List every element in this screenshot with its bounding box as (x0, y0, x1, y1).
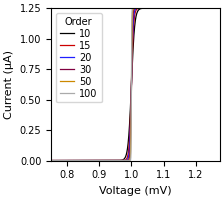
10 (215, 7, 218, 9)
30 (79, 159, 82, 162)
15 (79, 159, 82, 162)
50 (197, 7, 200, 9)
10 (218, 7, 221, 9)
30 (197, 7, 200, 9)
100 (79, 159, 82, 162)
Y-axis label: Current (μA): Current (μA) (4, 50, 14, 119)
20 (79, 159, 82, 162)
15 (170, 7, 172, 9)
15 (122, 159, 125, 162)
Line: 20: 20 (51, 8, 220, 161)
50 (142, 7, 144, 9)
20 (218, 7, 221, 9)
20 (160, 7, 162, 9)
20 (215, 7, 218, 9)
10 (50, 159, 52, 162)
10 (122, 159, 125, 161)
20 (197, 7, 200, 9)
20 (50, 159, 52, 162)
Legend: 10, 15, 20, 30, 50, 100: 10, 15, 20, 30, 50, 100 (56, 13, 101, 102)
15 (69, 159, 72, 162)
30 (122, 159, 125, 162)
15 (218, 7, 221, 9)
50 (215, 7, 218, 9)
Line: 100: 100 (51, 8, 220, 161)
50 (122, 159, 125, 162)
20 (114, 159, 117, 162)
100 (136, 7, 139, 9)
30 (50, 159, 52, 162)
50 (50, 159, 52, 162)
30 (150, 7, 153, 9)
30 (218, 7, 221, 9)
15 (215, 7, 218, 9)
15 (197, 7, 200, 9)
Line: 10: 10 (51, 8, 220, 161)
100 (197, 7, 200, 9)
30 (215, 7, 218, 9)
10 (79, 159, 82, 162)
100 (50, 159, 52, 162)
Line: 30: 30 (51, 8, 220, 161)
50 (79, 159, 82, 162)
30 (114, 159, 117, 162)
Line: 15: 15 (51, 8, 220, 161)
20 (122, 159, 125, 162)
10 (114, 159, 117, 162)
15 (114, 159, 117, 162)
10 (197, 7, 200, 9)
50 (218, 7, 221, 9)
Line: 50: 50 (51, 8, 220, 161)
100 (69, 159, 72, 162)
100 (215, 7, 218, 9)
X-axis label: Voltage (mV): Voltage (mV) (99, 186, 172, 196)
100 (218, 7, 221, 9)
50 (69, 159, 72, 162)
10 (69, 159, 72, 162)
100 (122, 159, 125, 162)
10 (189, 7, 192, 9)
15 (50, 159, 52, 162)
50 (114, 159, 117, 162)
20 (69, 159, 72, 162)
100 (114, 159, 117, 162)
30 (69, 159, 72, 162)
